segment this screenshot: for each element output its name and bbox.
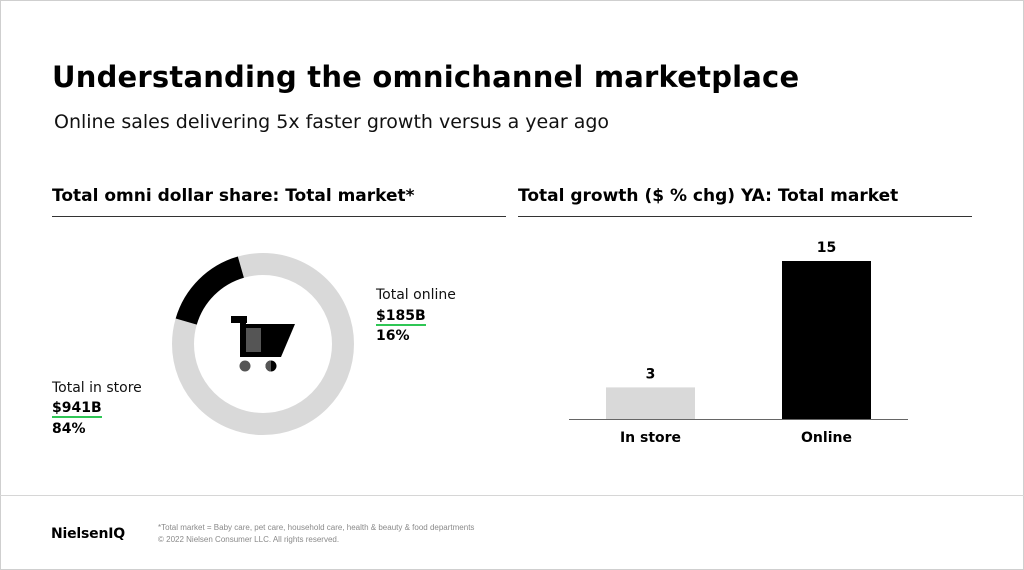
category-label: Online	[801, 430, 852, 446]
donut-chart	[172, 253, 354, 435]
instore-share: 84%	[52, 421, 86, 437]
nielseniq-logo: NielsenIQ	[51, 526, 125, 542]
footnote: *Total market = Baby care, pet care, hou…	[158, 523, 475, 532]
donut-slice-total-in-store	[172, 253, 354, 435]
instore-label: Total in store	[52, 380, 142, 396]
page-title: Understanding the omnichannel marketplac…	[52, 60, 800, 94]
bar-chart: 3 In store 15 Online	[569, 240, 908, 446]
online-label: Total online	[376, 287, 456, 303]
page-subtitle: Online sales delivering 5x faster growth…	[54, 111, 610, 133]
left-section-divider	[52, 216, 506, 217]
shopping-cart-icon	[231, 316, 295, 372]
online-value: $185B	[376, 308, 426, 326]
footer-divider	[0, 495, 1024, 496]
bar-online	[782, 261, 871, 419]
bar-value-label: 15	[817, 240, 836, 256]
right-section-title: Total growth ($ % chg) YA: Total market	[518, 186, 899, 206]
category-label: In store	[620, 430, 681, 446]
copyright: © 2022 Nielsen Consumer LLC. All rights …	[158, 535, 340, 544]
online-share: 16%	[376, 328, 410, 344]
instore-value: $941B	[52, 400, 102, 418]
bar-in-store	[606, 387, 695, 419]
left-section-title: Total omni dollar share: Total market*	[52, 186, 415, 206]
right-section-divider	[518, 216, 972, 217]
bar-value-label: 3	[646, 366, 656, 382]
